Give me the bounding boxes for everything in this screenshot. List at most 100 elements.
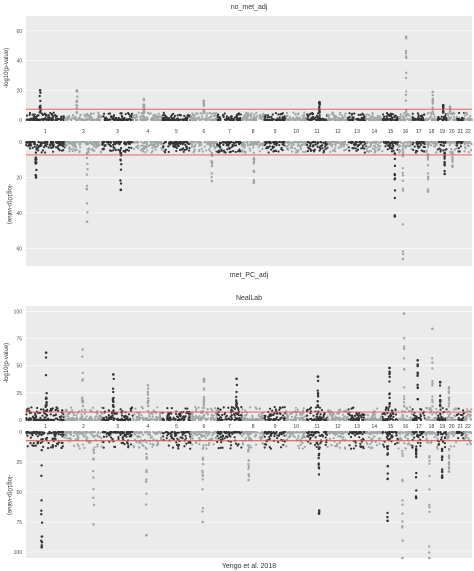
top-series-chr-9 [263,111,287,122]
data-point [249,115,252,118]
peak-point [404,35,408,39]
data-point [161,148,164,152]
data-point [399,144,402,147]
data-point [345,417,348,420]
data-point [312,414,315,417]
data-point [42,146,46,149]
data-point [148,415,152,418]
data-point [366,141,369,144]
data-point [151,430,155,434]
bottom-series-chr-2 [64,140,103,224]
data-point [111,438,114,441]
data-point [166,431,170,434]
data-point [267,438,270,441]
data-point [299,118,303,122]
data-point [161,117,164,120]
data-point [469,114,472,118]
data-point [240,434,243,437]
data-point [315,118,318,122]
data-point [68,430,71,434]
data-point [109,432,112,435]
data-point [171,118,174,121]
data-point [88,117,91,120]
data-point [201,406,204,409]
data-point [195,141,199,144]
peak-point [431,110,434,113]
panel-no-met-adj: 02040600204060no_met_adjmet_PC_adj-log10… [4,4,474,279]
data-point [105,432,108,435]
data-point [285,431,288,434]
data-point [203,406,206,409]
peak-point [85,202,89,205]
data-point [39,441,42,445]
data-point [146,149,149,152]
data-point [209,150,212,153]
data-point [226,148,229,151]
data-point [215,409,218,412]
data-point [41,118,44,121]
data-point [201,415,204,418]
data-point [114,118,118,121]
data-point [464,141,467,144]
data-point [198,415,201,418]
data-point [220,440,223,444]
data-point [84,435,87,438]
peak-point [404,93,408,97]
data-point [62,413,65,416]
data-point [297,416,300,420]
data-point [133,116,137,119]
data-point [215,111,218,114]
data-point [291,146,294,149]
data-point [253,435,257,438]
data-point [187,418,190,422]
peak-point [202,388,206,391]
peak-point [202,377,206,381]
data-point [447,141,450,144]
data-point [263,143,267,147]
data-point [236,431,240,434]
peak-point [210,165,214,168]
data-point [342,118,345,121]
data-point [453,148,457,151]
data-point [455,115,458,118]
data-point [89,418,92,422]
data-point [155,418,158,421]
data-point [312,418,315,421]
data-point [277,150,280,153]
chromosome-label: 14 [371,424,377,430]
data-point [329,409,332,412]
data-point [156,140,159,144]
data-point [127,413,131,416]
data-point [205,412,208,415]
data-point [77,445,80,448]
data-point [248,406,252,409]
data-point [41,112,44,115]
data-point [278,144,281,147]
data-point [409,140,412,144]
data-point [180,436,183,439]
data-point [93,149,96,152]
data-point [212,114,215,118]
data-point [317,418,320,421]
data-point [183,148,186,151]
data-point [426,145,430,149]
data-point [83,412,86,415]
peak-point [38,88,42,92]
data-point [136,141,139,144]
data-point [150,151,153,154]
data-point [398,151,401,154]
data-point [154,148,157,151]
data-point [33,140,36,144]
data-point [185,145,188,148]
data-point [302,142,305,146]
data-point [257,141,261,144]
data-point [118,141,122,144]
data-point [391,144,395,147]
data-point [246,144,250,147]
data-point [191,418,194,421]
data-point [122,118,125,121]
top-y-tick-label: 75 [16,337,22,343]
data-point [205,149,208,152]
data-point [153,140,156,144]
data-point [78,141,81,144]
